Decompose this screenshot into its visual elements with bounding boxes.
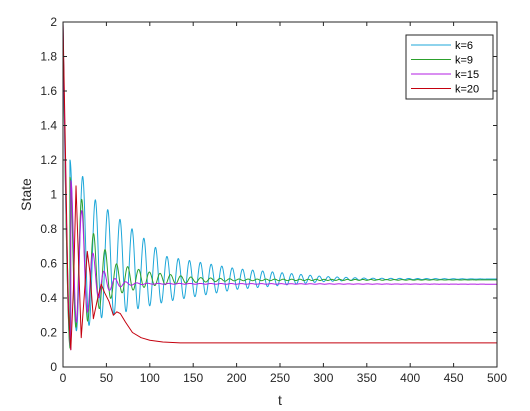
x-tick-label: 350 <box>357 371 377 385</box>
y-axis-title: State <box>18 178 34 211</box>
y-tick-label: 1.8 <box>40 50 57 64</box>
x-tick-label: 300 <box>313 371 333 385</box>
x-tick-label: 250 <box>270 371 290 385</box>
y-tick-label: 1.4 <box>40 119 57 133</box>
x-tick-label: 450 <box>444 371 464 385</box>
ticks-layer: 0 50 100 150 200 250 300 350 400 450 500 0 0.2 0.4 0.6… <box>40 15 507 385</box>
series-line-k-15 <box>62 21 498 351</box>
legend: k=6 k=9 k=15 k=20 <box>405 34 494 100</box>
y-tick-label: 1 <box>50 188 57 202</box>
legend-label: k=15 <box>455 69 479 81</box>
x-tick-label: 150 <box>183 371 203 385</box>
y-tick-label: 0.6 <box>40 257 57 271</box>
x-tick-label: 0 <box>60 371 67 385</box>
legend-label: k=6 <box>455 40 473 52</box>
y-tick-label: 0.8 <box>40 222 57 236</box>
x-tick-label: 200 <box>227 371 247 385</box>
x-tick-label: 100 <box>140 371 160 385</box>
y-tick-label: 2 <box>50 15 57 29</box>
legend-label: k=9 <box>455 55 473 67</box>
series-line-k-20 <box>62 21 497 351</box>
series-layer <box>62 21 498 351</box>
series-line-k-6 <box>62 21 498 347</box>
x-tick-label: 500 <box>487 371 507 385</box>
y-tick-label: 1.6 <box>40 84 57 98</box>
y-tick-label: 1.2 <box>40 153 57 167</box>
x-tick-label: 50 <box>100 371 114 385</box>
x-tick-label: 400 <box>400 371 420 385</box>
y-tick-label: 0 <box>50 360 57 374</box>
y-tick-label: 0.4 <box>40 291 57 305</box>
series-line-k-9 <box>62 21 498 349</box>
y-tick-label: 0.2 <box>40 326 57 340</box>
x-axis-title: t <box>278 392 282 408</box>
legend-label: k=20 <box>455 84 479 96</box>
